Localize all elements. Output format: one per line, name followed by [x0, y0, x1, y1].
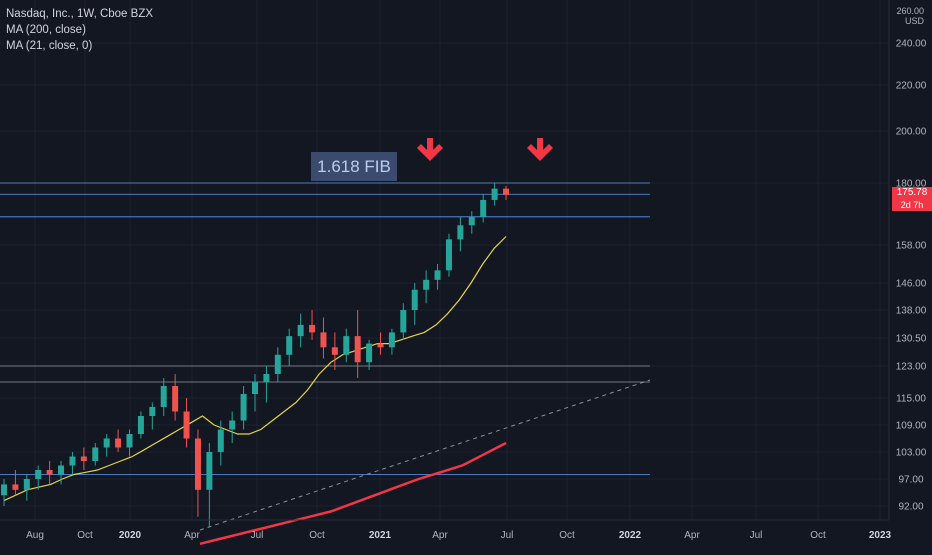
candle-body — [320, 332, 327, 348]
time-tick-label: 2020 — [119, 530, 142, 541]
price-tick-label: 146.00 — [896, 279, 927, 290]
candle-body — [58, 465, 65, 475]
price-tick-label: 123.00 — [896, 362, 927, 373]
fib-annotation[interactable]: 1.618 FIB — [311, 152, 397, 181]
last-price-tag: 175.78 — [892, 187, 932, 199]
time-tick-label: Apr — [432, 530, 448, 541]
price-tick-label: 103.00 — [896, 448, 927, 459]
candle-body — [468, 216, 475, 226]
time-tick-label: Jul — [251, 530, 264, 541]
candle-body — [160, 386, 167, 407]
chart-legend: Nasdaq, Inc., 1W, Cboe BZX MA (200, clos… — [6, 6, 153, 54]
candle-body — [92, 447, 99, 461]
time-tick-label: Jul — [501, 530, 514, 541]
candle-body — [263, 374, 270, 382]
grid-lines — [0, 0, 889, 520]
candle-body — [103, 438, 110, 448]
candle-body — [12, 484, 19, 490]
candle-body — [172, 386, 179, 412]
down-arrow-icon — [527, 138, 553, 161]
candle-body — [445, 239, 452, 271]
candle-body — [274, 354, 281, 374]
candle-body — [229, 420, 236, 430]
candle-body — [423, 279, 430, 290]
candle-body — [457, 225, 464, 240]
candle-body — [297, 324, 304, 337]
down-arrow-icon — [417, 138, 443, 161]
time-tick-label: Oct — [77, 530, 93, 541]
price-tick-label: 240.00 — [896, 39, 927, 50]
price-tick-label: 115.00 — [896, 394, 926, 405]
candle-body — [343, 336, 350, 355]
price-tick-label: 92.00 — [898, 502, 923, 513]
candle-body — [400, 310, 407, 333]
top-price-label: 260.00 — [896, 6, 924, 16]
candle-body — [434, 270, 441, 280]
candle-body — [194, 438, 201, 490]
time-tick-label: Apr — [184, 530, 200, 541]
candle-body — [388, 332, 395, 348]
candle-body — [46, 470, 53, 475]
ma21-line — [3, 236, 507, 502]
time-tick-label: Jul — [750, 530, 763, 541]
candle-body — [286, 336, 293, 355]
candle-body — [137, 416, 144, 434]
price-tick-label: 109.00 — [896, 421, 927, 432]
price-tick-label: 200.00 — [896, 127, 927, 138]
time-tick-label: 2021 — [369, 530, 392, 541]
candle-body — [366, 343, 373, 363]
currency-label: 260.00 USD — [896, 6, 924, 26]
candle-body — [480, 199, 487, 217]
price-tick-label: 158.00 — [896, 241, 927, 252]
symbol-label[interactable]: Nasdaq, Inc., 1W, Cboe BZX — [6, 8, 154, 20]
time-tick-label: Oct — [309, 530, 325, 541]
price-axis[interactable]: 92.00 97.00 103.00 109.00 115.00 123.00 130.50… — [896, 39, 927, 513]
candle-body — [149, 407, 156, 416]
candle-body — [206, 452, 213, 490]
horizontal-levels — [0, 182, 650, 475]
candles — [1, 183, 509, 528]
candle-body — [217, 429, 224, 452]
candle-body — [69, 456, 76, 466]
price-tick-label: 220.00 — [896, 81, 927, 92]
trend-line[interactable] — [199, 379, 651, 531]
candle-body — [240, 394, 247, 421]
price-tick-label: 138.00 — [896, 306, 927, 317]
time-tick-label: 2022 — [619, 530, 642, 541]
candle-body — [411, 289, 418, 310]
candle-body — [126, 434, 133, 448]
time-tick-label: Oct — [810, 530, 826, 541]
candle-body — [115, 438, 122, 448]
price-tick-label: 97.00 — [898, 475, 923, 486]
time-tick-label: 2023 — [869, 530, 892, 541]
price-tick-label: 180.00 — [896, 179, 927, 190]
candle-body — [331, 347, 338, 355]
time-tick-label: Aug — [26, 530, 44, 541]
time-tick-label: Apr — [684, 530, 700, 541]
candle-body — [354, 336, 361, 363]
candle-body — [183, 411, 190, 439]
candle-body — [377, 343, 384, 348]
candle-body — [309, 324, 316, 333]
ma21-label[interactable]: MA (21, close, 0) — [6, 40, 93, 52]
candle-body — [491, 188, 498, 200]
ma200-label[interactable]: MA (200, close) — [6, 24, 86, 36]
candle-body — [80, 456, 87, 461]
ma200-line — [199, 441, 507, 546]
candle-body — [252, 382, 258, 394]
time-axis[interactable]: Aug Oct 2020 Apr Jul Oct 2021 Apr Jul Oct 2022 Apr J… — [26, 530, 891, 541]
currency-unit: USD — [904, 16, 924, 26]
candle-body — [35, 470, 42, 479]
candle-body — [23, 479, 30, 490]
price-tick-label: 130.50 — [896, 334, 927, 345]
time-tick-label: Oct — [559, 530, 575, 541]
candle-body — [1, 484, 7, 496]
candle-body — [503, 188, 509, 195]
countdown-tag: 2d 7h — [892, 199, 932, 211]
